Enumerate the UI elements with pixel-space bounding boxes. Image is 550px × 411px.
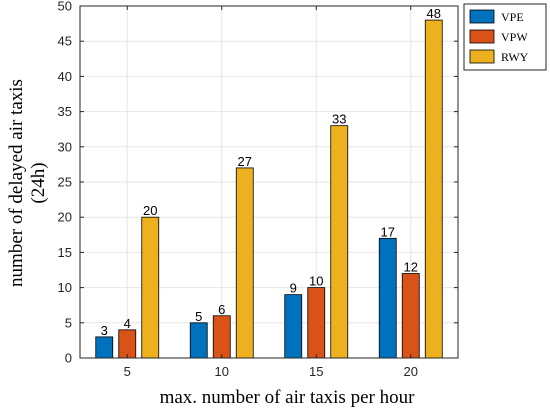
y-tick-label: 30	[58, 139, 72, 154]
x-tick-label: 10	[215, 364, 229, 379]
legend-label-vpw: VPW	[501, 30, 528, 44]
value-label: 10	[309, 274, 323, 289]
x-tick-label: 15	[309, 364, 323, 379]
legend-label-rwy: RWY	[501, 50, 529, 64]
x-tick-labels: 5 10 15 20	[124, 364, 418, 379]
legend-swatch-rwy	[469, 49, 495, 64]
x-tick-label: 5	[124, 364, 131, 379]
bar-vpw-15	[307, 287, 326, 359]
bar-vpw-20	[401, 273, 420, 359]
y-tick-label: 15	[58, 245, 72, 260]
legend-swatch-vpw	[469, 29, 495, 44]
x-tick-label: 20	[404, 364, 418, 379]
bar-vpe-20	[378, 237, 397, 359]
value-label: 20	[143, 203, 157, 218]
bar-rwy-15	[330, 125, 349, 359]
value-label: 33	[332, 112, 346, 127]
value-labels-group: 3 5 9 17 4 6 10 12 20 27 33 48	[101, 6, 441, 338]
bar-rwy-20	[424, 19, 443, 359]
y-tick-label: 45	[58, 34, 72, 49]
bar-vpe-5	[95, 336, 114, 359]
y-tick-label: 20	[58, 210, 72, 225]
y-tick-label: 5	[65, 315, 72, 330]
value-label: 6	[218, 302, 225, 317]
y-axis-label-line-2: (24h)	[28, 162, 49, 203]
legend-label-vpe: VPE	[501, 10, 524, 24]
value-label: 4	[124, 316, 131, 331]
y-tick-labels: 0 5 10 15 20 25 30 35 40 45 50	[58, 0, 72, 366]
value-label: 12	[404, 260, 418, 275]
bar-vpw-5	[118, 329, 137, 359]
value-label: 17	[381, 224, 395, 239]
bars-group	[95, 19, 443, 359]
value-label: 48	[427, 6, 441, 21]
legend-swatch-vpe	[469, 9, 495, 24]
y-tick-label: 25	[58, 175, 72, 190]
y-axis-label: number of delayed air taxis (24h)	[6, 79, 49, 287]
y-tick-label: 50	[58, 0, 72, 14]
bar-rwy-5	[141, 216, 160, 359]
y-tick-label: 0	[65, 351, 72, 366]
bar-vpe-15	[284, 294, 303, 359]
bar-vpe-10	[189, 322, 208, 359]
grid-lines	[80, 5, 458, 359]
value-label: 27	[238, 154, 252, 169]
axes-group	[79, 5, 459, 359]
bar-vpw-10	[212, 315, 231, 359]
value-label: 3	[101, 323, 108, 338]
y-tick-label: 10	[58, 280, 72, 295]
y-axis-label-line-1: number of delayed air taxis	[6, 79, 27, 287]
legend: VPE VPW RWY	[463, 3, 547, 71]
bar-rwy-10	[235, 167, 254, 359]
x-axis-label: max. number of air taxis per hour	[160, 387, 416, 408]
y-tick-label: 40	[58, 69, 72, 84]
value-label: 9	[290, 281, 297, 296]
y-tick-label: 35	[58, 104, 72, 119]
value-label: 5	[195, 309, 202, 324]
